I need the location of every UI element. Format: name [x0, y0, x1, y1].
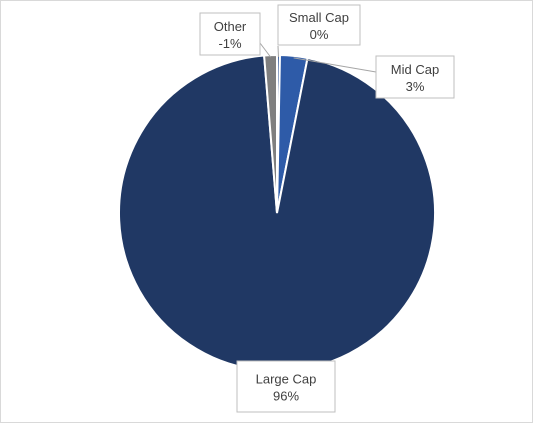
label-category-mid-cap: Mid Cap: [391, 62, 439, 77]
label-category-other: Other: [214, 19, 247, 34]
label-box-large-cap: [237, 361, 335, 412]
label-category-large-cap: Large Cap: [256, 372, 317, 387]
label-percent-large-cap: 96%: [273, 389, 299, 404]
pie-slices: [119, 55, 435, 371]
label-percent-small-cap: 0%: [310, 27, 329, 42]
label-category-small-cap: Small Cap: [289, 10, 349, 25]
label-percent-other: -1%: [218, 36, 242, 51]
label-percent-mid-cap: 3%: [406, 79, 425, 94]
